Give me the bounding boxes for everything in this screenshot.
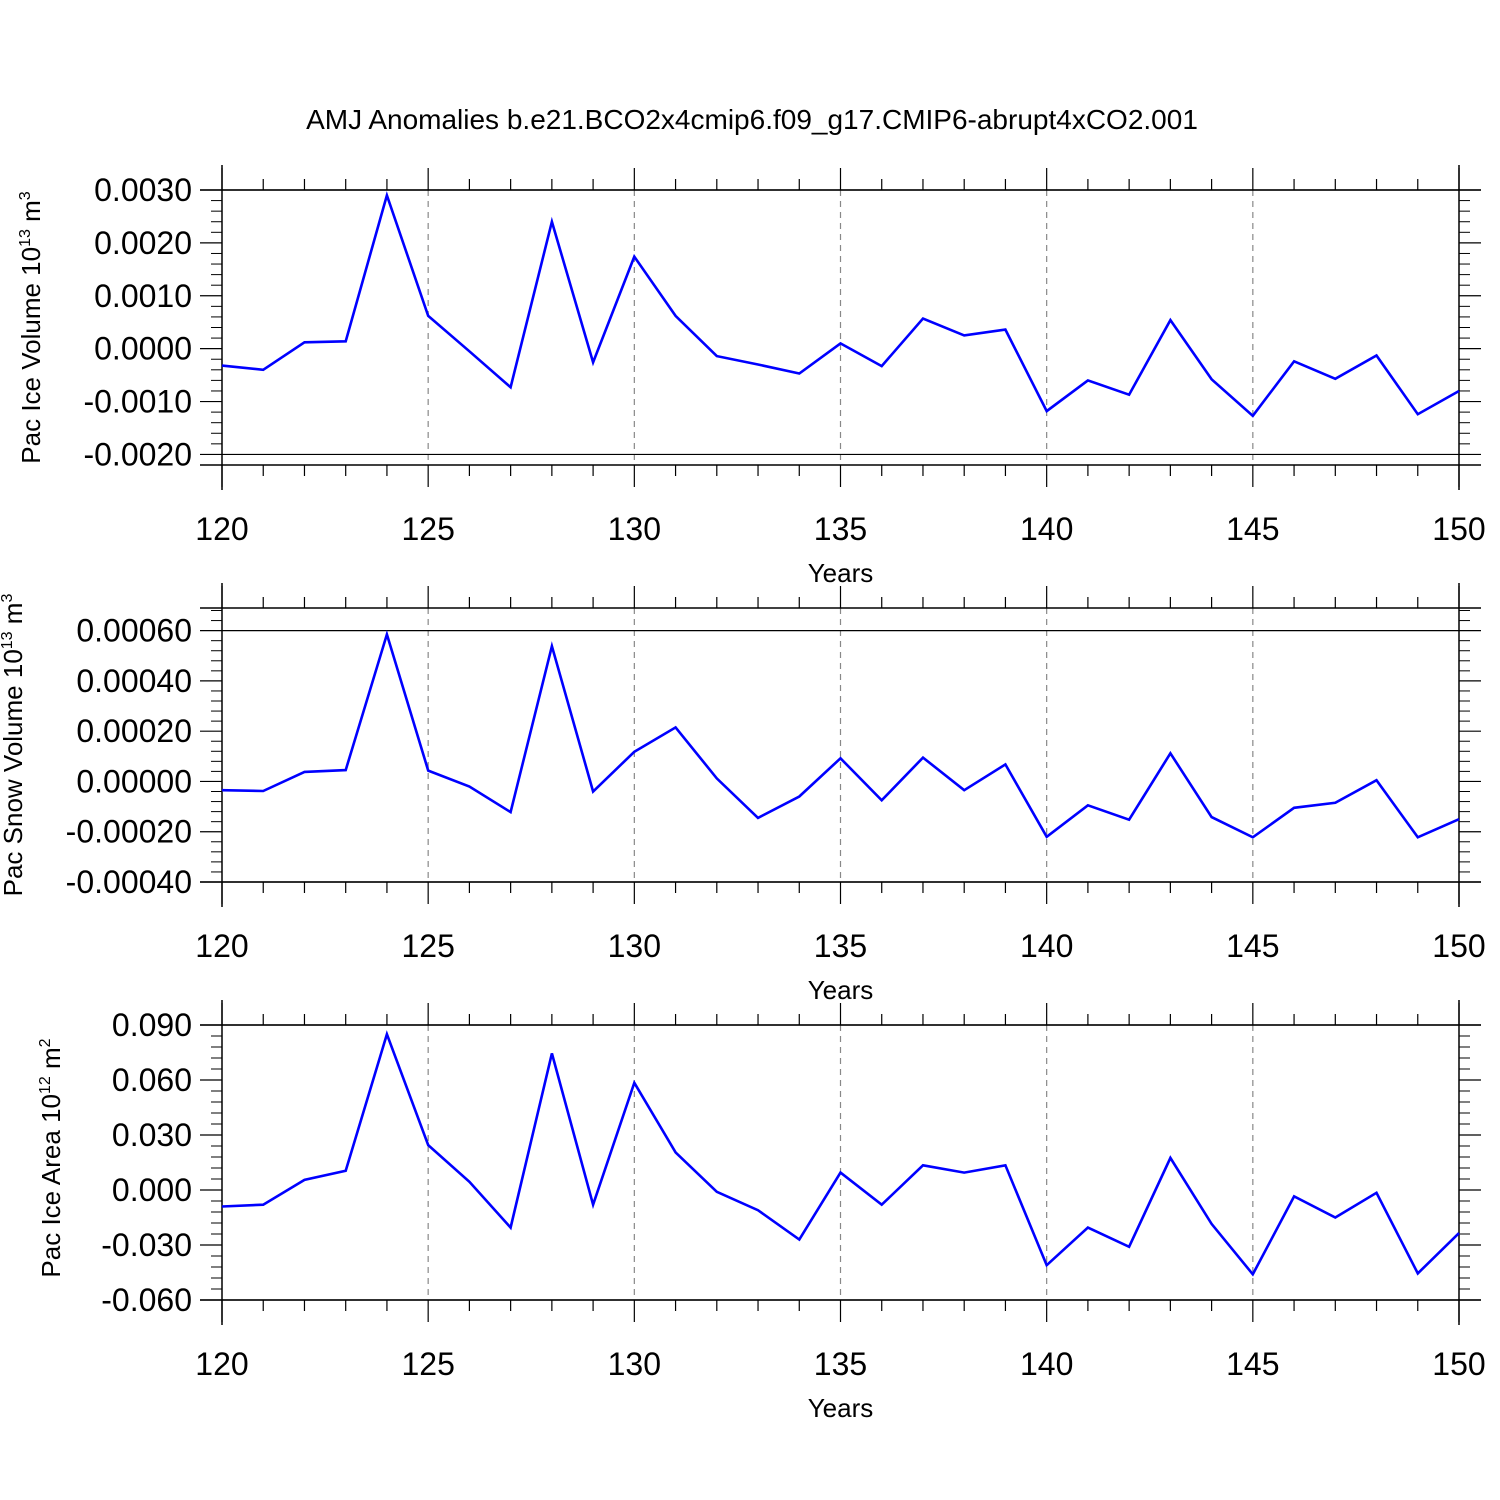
x-tick-label: 140 <box>1020 1346 1073 1382</box>
y-tick-label: -0.0010 <box>83 384 192 420</box>
y-tick-label: 0.0000 <box>94 331 192 367</box>
y-tick-label: 0.0010 <box>94 278 192 314</box>
y-tick-label: 0.0030 <box>94 172 192 208</box>
x-tick-label: 135 <box>814 511 867 547</box>
x-tick-label: 140 <box>1020 928 1073 964</box>
x-tick-label: 145 <box>1226 511 1279 547</box>
x-tick-label: 150 <box>1432 511 1485 547</box>
x-axis-label: Years <box>808 558 874 588</box>
x-tick-label: 120 <box>195 511 248 547</box>
y-tick-label: 0.090 <box>112 1007 192 1043</box>
y-axis-label: Pac Ice Volume 1013 m3 <box>16 191 46 464</box>
y-tick-label: -0.00040 <box>66 864 192 900</box>
x-tick-label: 150 <box>1432 928 1485 964</box>
y-tick-label: 0.030 <box>112 1117 192 1153</box>
y-tick-label: 0.0020 <box>94 225 192 261</box>
x-tick-label: 135 <box>814 1346 867 1382</box>
y-tick-label: 0.00060 <box>76 613 192 649</box>
y-tick-label: 0.00000 <box>76 763 192 799</box>
y-tick-label: -0.00020 <box>66 814 192 850</box>
x-axis-label: Years <box>808 975 874 1005</box>
panel-2: 0.00060 0.00040 0.00020 0.00000 -0.00020 -0.0… <box>0 583 1486 1005</box>
y-tick-label: -0.0020 <box>83 436 192 472</box>
x-tick-label: 145 <box>1226 1346 1279 1382</box>
x-tick-label: 120 <box>195 928 248 964</box>
y-tick-label: 0.00020 <box>76 713 192 749</box>
y-tick-label: 0.00040 <box>76 663 192 699</box>
x-axis-label: Years <box>808 1393 874 1423</box>
panel-1: 0.0030 0.0020 0.0010 0.0000 -0.0010 -0.0020 12… <box>16 165 1486 588</box>
x-tick-label: 130 <box>608 511 661 547</box>
chart-title: AMJ Anomalies b.e21.BCO2x4cmip6.f09_g17.… <box>306 104 1198 135</box>
x-tick-label: 125 <box>401 511 454 547</box>
y-axis-label: Pac Snow Volume 1013 m3 <box>0 594 28 897</box>
x-tick-label: 145 <box>1226 928 1279 964</box>
x-tick-label: 120 <box>195 1346 248 1382</box>
y-axis-label: Pac Ice Area 1012 m2 <box>36 1038 66 1277</box>
x-tick-label: 130 <box>608 1346 661 1382</box>
x-tick-label: 150 <box>1432 1346 1485 1382</box>
x-tick-label: 135 <box>814 928 867 964</box>
x-tick-label: 125 <box>401 928 454 964</box>
x-tick-label: 125 <box>401 1346 454 1382</box>
y-tick-label: 0.060 <box>112 1062 192 1098</box>
y-tick-label: -0.030 <box>101 1227 192 1263</box>
x-tick-label: 140 <box>1020 511 1073 547</box>
y-tick-label: -0.060 <box>101 1282 192 1318</box>
y-tick-label: 0.000 <box>112 1172 192 1208</box>
x-tick-label: 130 <box>608 928 661 964</box>
